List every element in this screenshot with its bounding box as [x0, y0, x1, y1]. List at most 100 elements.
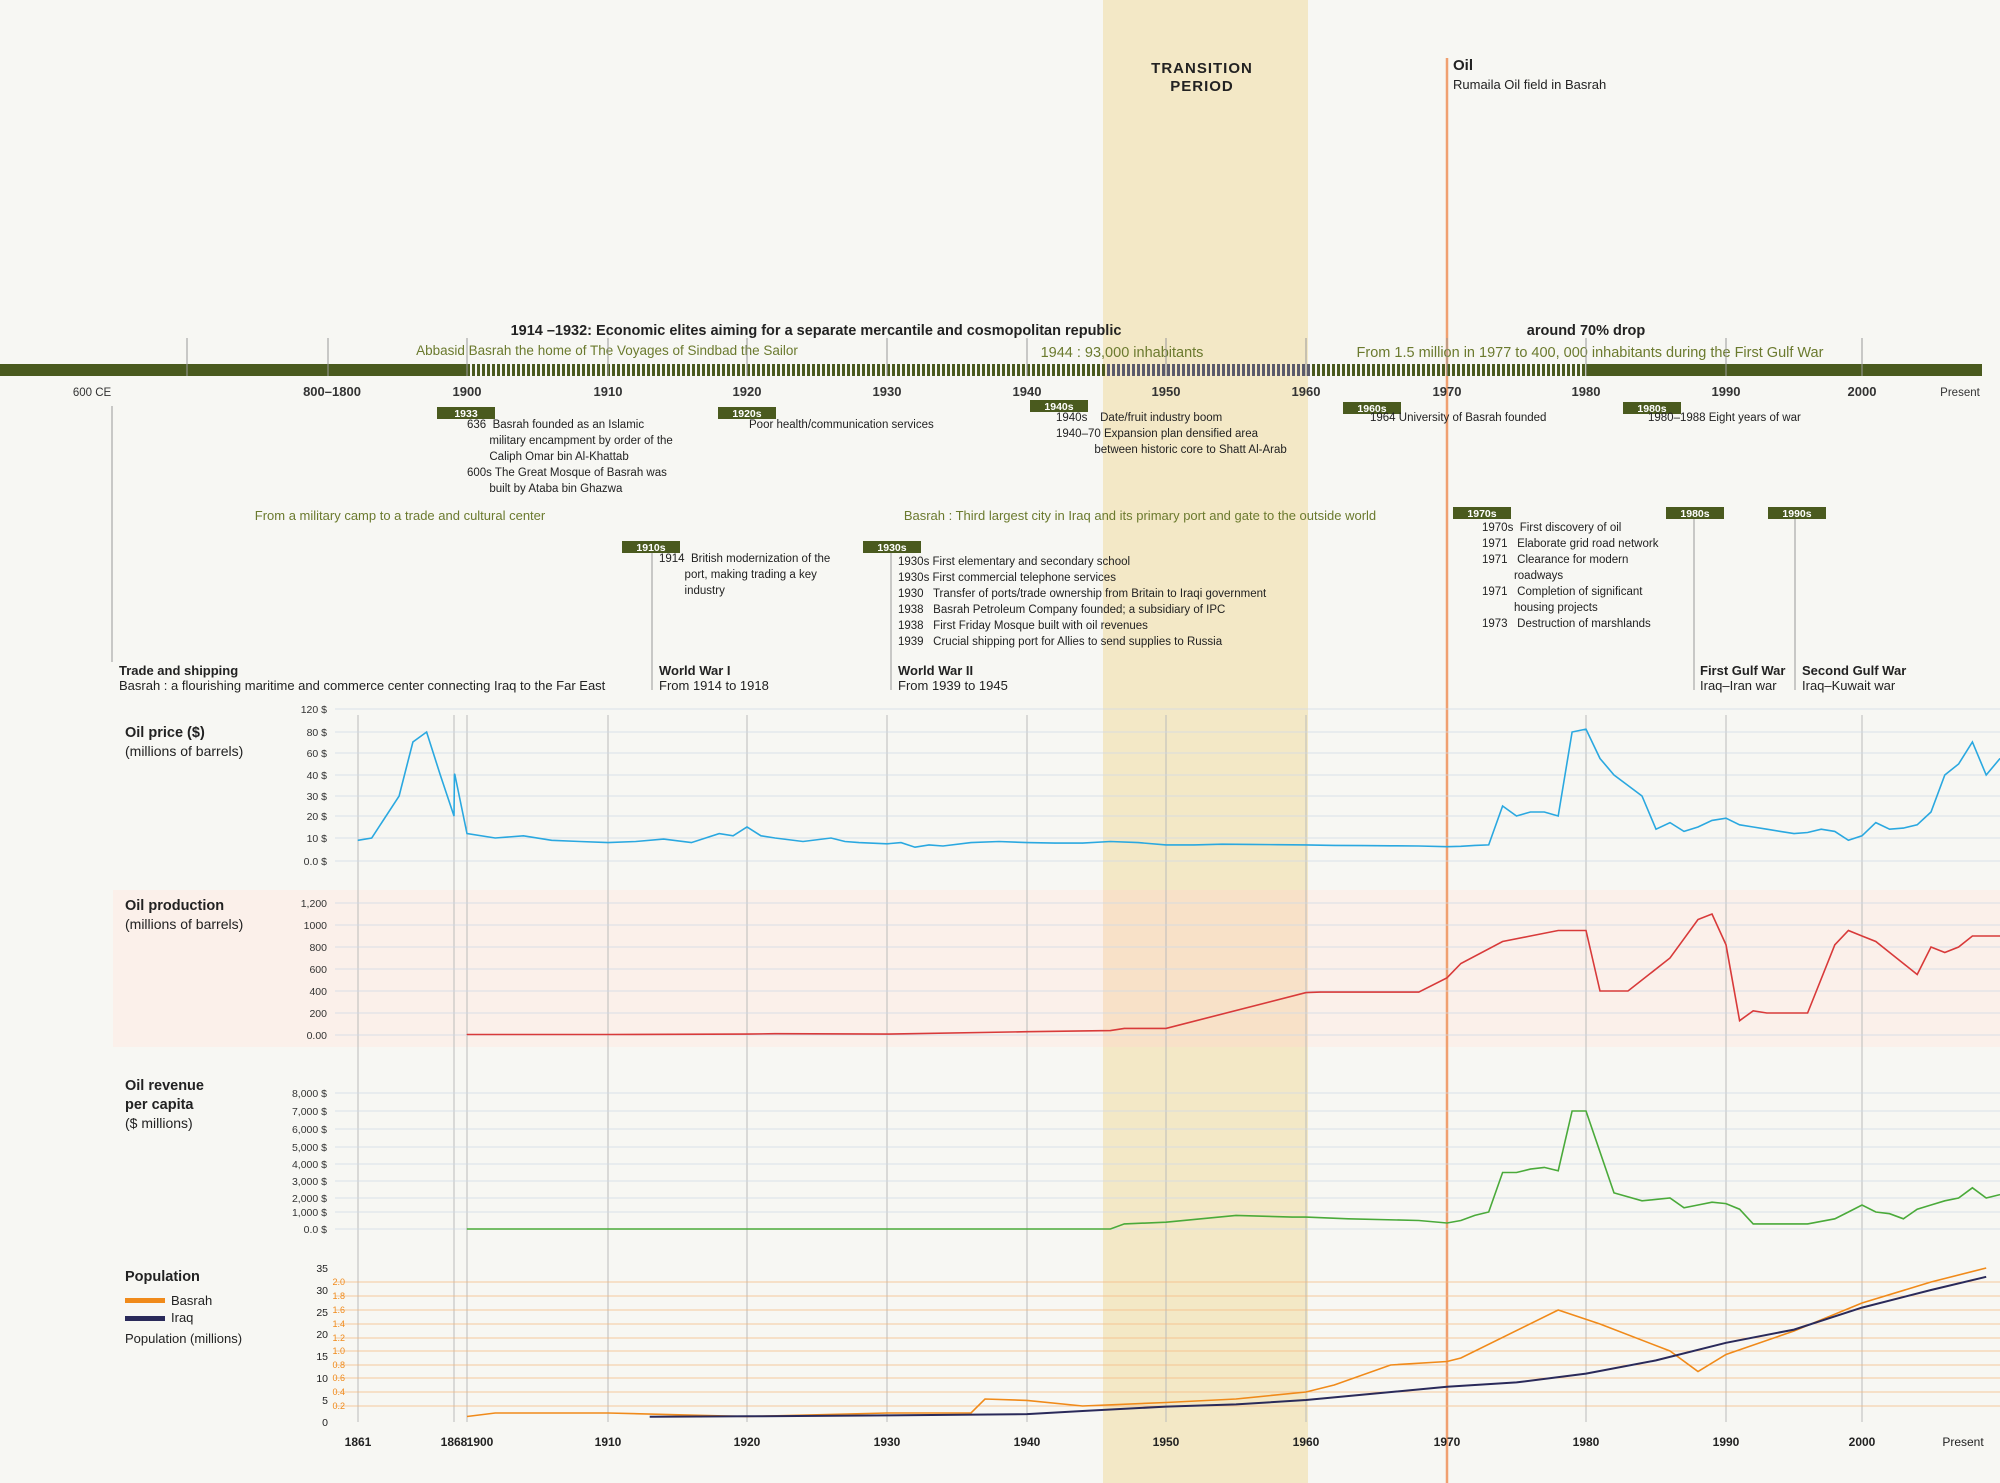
event-sub-ww2: From 1939 to 1945 [898, 678, 1008, 693]
production-ytick-2: 400 [309, 986, 327, 998]
decade-tag-1980s_b [1666, 507, 1724, 519]
production-ytick-3: 600 [309, 964, 327, 976]
revenue-point-8 [1305, 1216, 1307, 1218]
revenue-point-21 [1585, 1110, 1587, 1112]
abbasid-text: Abbasid Basrah the home of The Voyages o… [416, 343, 798, 358]
price-point-68 [1711, 819, 1713, 821]
revenue-point-2 [1026, 1228, 1028, 1230]
timeline-label-y1950: 1950 [1152, 384, 1181, 399]
revenue-point-23 [1641, 1200, 1643, 1202]
event-title-trade: Trade and shipping [119, 663, 238, 678]
price-point-46 [1361, 845, 1363, 847]
decade-note-1940s-1: 1940–70 Expansion plan densified area [1056, 428, 1259, 440]
production-point-6 [1109, 1030, 1111, 1032]
price-point-54 [1516, 815, 1517, 817]
decade-note-1910s-0: 1914 British modernization of the [659, 553, 830, 565]
production-ytick-0: 0.00 [307, 1030, 328, 1042]
decade-note-1970s-0: 1970s First discovery of oil [1482, 522, 1621, 534]
price-point-57 [1557, 815, 1559, 817]
decade-note-1933-2: Caliph Omar bin Al-Khattab [467, 451, 629, 463]
revenue-point-31 [1807, 1223, 1809, 1225]
price-point-65 [1669, 822, 1671, 824]
production-point-17 [1557, 930, 1559, 931]
decade-tag-label-1930s: 1930s [877, 542, 906, 554]
revenue-ytick-7: 7,000 $ [292, 1106, 327, 1118]
timeline-label-600ce: 600 CE [73, 387, 112, 399]
revenue-point-1 [746, 1228, 748, 1230]
price-ytick-0: 0.0 $ [304, 856, 328, 868]
decade-note-1960s-0: 1964 University of Basrah founded [1370, 412, 1546, 424]
price-point-84 [1930, 811, 1932, 813]
decade-note-1933-3: 600s The Great Mosque of Basrah was [467, 467, 667, 479]
price-point-19 [732, 835, 734, 837]
price-point-44 [1305, 844, 1307, 846]
event-sub-gw1: Iraq–Iran war [1700, 678, 1777, 693]
population-series-iraq [649, 1275, 1987, 1418]
revenue-point-4 [1123, 1223, 1125, 1225]
price-point-74 [1793, 833, 1795, 835]
pop-basrah-ytick-3: 0.8 [332, 1360, 345, 1370]
decade-note-1970s-3: roadways [1482, 570, 1563, 582]
price-point-27 [886, 843, 888, 845]
decade-note-1930s-5: 1939 Crucial shipping port for Allies to… [898, 636, 1223, 648]
production-point-24 [1725, 944, 1727, 946]
pop-basrah-ytick-8: 1.8 [332, 1291, 345, 1301]
price-point-67 [1697, 826, 1699, 828]
price-point-48 [1418, 845, 1420, 847]
price-point-60 [1599, 758, 1601, 759]
timeline-label-y1960: 1960 [1292, 384, 1321, 399]
drop-title: around 70% drop [1527, 323, 1646, 339]
price-point-58 [1571, 731, 1573, 733]
price-point-5 [439, 774, 441, 776]
price-ytick-1: 10 $ [307, 833, 328, 845]
price-point-82 [1902, 827, 1904, 829]
price-point-31 [942, 845, 944, 847]
production-point-18 [1585, 930, 1587, 931]
price-point-2 [398, 795, 400, 797]
production-point-0 [466, 1034, 468, 1035]
production-point-16 [1529, 935, 1531, 937]
bottom-axis-b1940: 1940 [1014, 1435, 1041, 1449]
price-point-59 [1585, 728, 1587, 730]
event-title-gw1: First Gulf War [1700, 663, 1785, 678]
production-point-8 [1137, 1027, 1139, 1029]
transition-title-line1: TRANSITION [1151, 60, 1253, 77]
timeline-bar-hatched [467, 364, 1585, 376]
decade-note-1933-0: 636 Basrah founded as an Islamic [467, 419, 644, 431]
revenue-ytick-5: 5,000 $ [292, 1142, 327, 1154]
revenue-point-41 [1958, 1197, 1960, 1199]
pop-basrah-ytick-0: 0.2 [332, 1401, 345, 1411]
revenue-point-9 [1347, 1218, 1349, 1220]
bottom-axis-b1868: 1868 [441, 1435, 468, 1449]
price-point-43 [1277, 844, 1279, 846]
timeline-label-y1920: 1920 [733, 384, 762, 399]
revenue-point-42 [1971, 1187, 1973, 1189]
production-point-38 [1958, 946, 1960, 948]
price-point-7 [453, 774, 455, 776]
inhabitants-1944: 1944 : 93,000 inhabitants [1041, 345, 1204, 361]
price-panel: 0.0 $ 10 $ 20 $ 30 $ 40 $ 60 $ 80 $ 120 $ [301, 704, 2000, 868]
price-point-0 [357, 839, 359, 841]
price-point-1 [371, 837, 373, 839]
revenue-point-12 [1460, 1220, 1462, 1221]
pop-iraq-ytick-0: 0 [322, 1417, 328, 1429]
revenue-point-22 [1613, 1192, 1615, 1194]
revenue-point-19 [1557, 1170, 1559, 1172]
production-point-37 [1944, 952, 1946, 953]
timeline-bar-solid-right [1586, 364, 1982, 376]
production-point-29 [1834, 944, 1836, 946]
decade-note-1930s-2: 1930 Transfer of ports/trade ownership f… [898, 588, 1267, 600]
decade-note-1970s-2: 1971 Clearance for modern [1482, 554, 1628, 566]
decade-tag-1970s [1453, 507, 1511, 519]
price-point-21 [760, 835, 762, 837]
production-point-20 [1627, 990, 1629, 992]
production-point-39 [1971, 935, 1973, 937]
decade-group-1990s: 1990s [1768, 507, 1826, 520]
revenue-point-43 [1985, 1197, 1987, 1199]
revenue-point-10 [1418, 1220, 1420, 1221]
revenue-point-25 [1683, 1207, 1685, 1209]
revenue-point-29 [1739, 1208, 1741, 1210]
revenue-ytick-4: 4,000 $ [292, 1159, 327, 1171]
